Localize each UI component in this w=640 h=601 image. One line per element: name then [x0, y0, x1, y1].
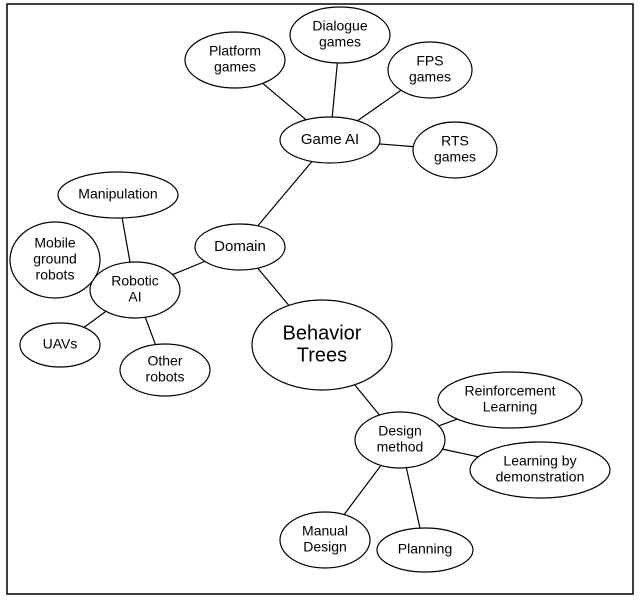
node-reinforcement: ReinforcementLearning	[438, 372, 582, 428]
node-robotic_ai: RoboticAI	[90, 262, 180, 318]
edge-behavior_trees-domain	[258, 268, 289, 305]
node-learning_demo: Learning bydemonstration	[470, 442, 610, 498]
node-mobile_robots-label-0: Mobile	[34, 235, 75, 251]
node-reinforcement-label-1: Learning	[483, 399, 538, 415]
node-learning_demo-label-1: demonstration	[496, 469, 585, 485]
edge-design_method-planning	[406, 468, 420, 528]
behavior-trees-diagram: BehaviorTreesDomainDesignmethodGame AIRo…	[0, 0, 640, 601]
node-manipulation-label-0: Manipulation	[78, 186, 157, 202]
node-mobile_robots-label-1: ground	[33, 251, 77, 267]
node-planning-label-0: Planning	[398, 541, 453, 557]
node-other_robots: Otherrobots	[120, 344, 210, 396]
node-planning: Planning	[377, 528, 473, 572]
node-manual_design: ManualDesign	[280, 512, 370, 568]
edge-game_ai-platform_games	[263, 83, 306, 120]
node-uavs: UAVs	[20, 323, 100, 367]
node-domain: Domain	[195, 224, 285, 270]
node-manual_design-label-1: Design	[303, 539, 347, 555]
edge-game_ai-fps_games	[357, 90, 401, 121]
node-design_method-label-1: method	[377, 439, 424, 455]
node-design_method: Designmethod	[355, 412, 445, 468]
node-rts_games-label-0: RTS	[441, 133, 469, 149]
edge-robotic_ai-other_robots	[145, 317, 155, 344]
node-dialogue_games-label-1: games	[319, 34, 361, 50]
edge-design_method-manual_design	[344, 465, 381, 514]
node-platform_games: Platformgames	[185, 32, 285, 88]
edge-game_ai-dialogue_games	[332, 63, 337, 117]
node-design_method-label-0: Design	[378, 423, 422, 439]
edge-design_method-reinforcement	[439, 419, 458, 426]
edge-robotic_ai-manipulation	[122, 218, 130, 262]
node-fps_games-label-0: FPS	[416, 53, 443, 69]
node-other_robots-label-1: robots	[146, 369, 185, 385]
node-rts_games: RTSgames	[413, 122, 497, 178]
node-domain-label-0: Domain	[214, 238, 266, 255]
node-mobile_robots: Mobilegroundrobots	[10, 222, 100, 298]
node-dialogue_games-label-0: Dialogue	[312, 18, 367, 34]
edge-domain-robotic_ai	[173, 261, 205, 274]
node-learning_demo-label-0: Learning by	[503, 453, 576, 469]
node-other_robots-label-0: Other	[147, 353, 182, 369]
node-uavs-label-0: UAVs	[43, 336, 78, 352]
node-fps_games: FPSgames	[388, 42, 472, 98]
node-behavior_trees-label-1: Trees	[297, 344, 347, 366]
node-robotic_ai-label-0: Robotic	[111, 273, 158, 289]
node-reinforcement-label-0: Reinforcement	[464, 383, 555, 399]
node-platform_games-label-1: games	[214, 59, 256, 75]
node-manual_design-label-0: Manual	[302, 523, 348, 539]
node-fps_games-label-1: games	[409, 69, 451, 85]
edge-behavior_trees-design_method	[355, 385, 380, 415]
node-game_ai-label-0: Game AI	[301, 131, 359, 148]
node-behavior_trees: BehaviorTrees	[252, 300, 392, 390]
edge-domain-game_ai	[258, 161, 312, 225]
node-manipulation: Manipulation	[58, 172, 178, 218]
node-behavior_trees-label-0: Behavior	[283, 322, 362, 344]
edge-design_method-learning_demo	[443, 449, 479, 457]
node-robotic_ai-label-1: AI	[128, 289, 141, 305]
node-mobile_robots-label-2: robots	[36, 267, 75, 283]
node-rts_games-label-1: games	[434, 149, 476, 165]
nodes-group: BehaviorTreesDomainDesignmethodGame AIRo…	[10, 7, 610, 572]
node-platform_games-label-0: Platform	[209, 43, 261, 59]
node-dialogue_games: Dialoguegames	[290, 7, 390, 63]
edge-robotic_ai-uavs	[84, 311, 106, 327]
edge-game_ai-rts_games	[379, 144, 413, 147]
node-game_ai: Game AI	[280, 117, 380, 163]
